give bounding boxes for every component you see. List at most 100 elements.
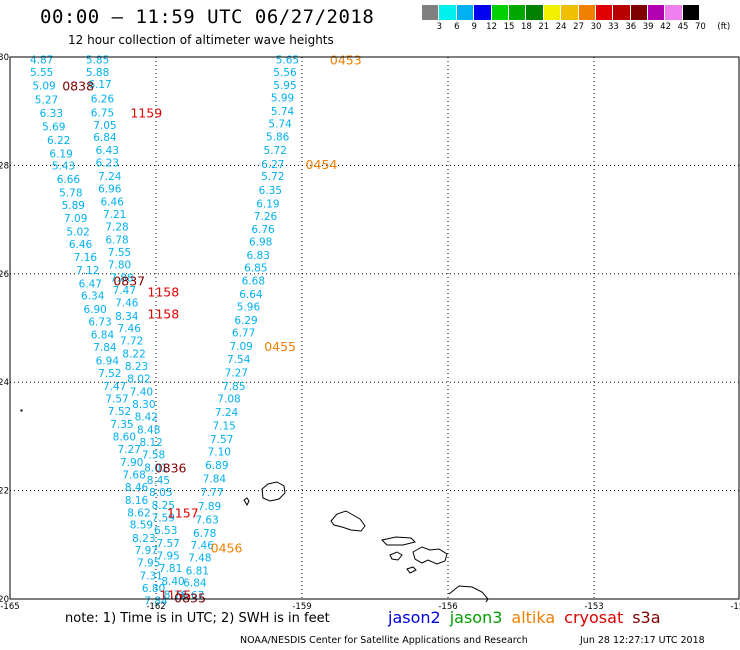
color-scale-tick: 42 — [660, 22, 672, 32]
wave-height-value: 6.77 — [232, 327, 255, 339]
pass-time-label: 0454 — [306, 157, 338, 172]
color-swatch — [439, 5, 457, 20]
wave-height-value: 8.60 — [113, 431, 136, 443]
wave-height-value: 7.24 — [98, 171, 122, 183]
color-swatch — [595, 5, 614, 20]
color-swatch — [491, 5, 509, 20]
x-tick-label: -165 — [0, 602, 19, 612]
pass-time-label: 0455 — [264, 339, 296, 354]
color-swatch — [648, 5, 666, 20]
pass-time-label: 1158 — [147, 285, 179, 300]
wave-height-value: 5.27 — [35, 94, 58, 106]
wave-height-value: 8.05 — [149, 487, 172, 499]
wave-height-value: 6.53 — [154, 525, 177, 537]
generated-timestamp: Jun 28 12:27:17 UTC 2018 — [580, 635, 705, 646]
wave-height-value: 6.96 — [98, 184, 122, 196]
wave-height-value: 7.09 — [229, 341, 252, 353]
wave-height-value: 6.33 — [40, 108, 63, 120]
small-islet — [20, 409, 23, 412]
y-tick-label: 22 — [0, 487, 9, 497]
pass-time-label: 1157 — [167, 505, 199, 520]
wave-height-value: 6.26 — [91, 94, 115, 106]
wave-height-value: 5.72 — [264, 145, 287, 157]
color-scale-tick: 9 — [471, 22, 477, 32]
wave-height-value: 7.57 — [156, 538, 179, 550]
plot-frame — [9, 56, 740, 600]
y-tick-label: 24 — [0, 378, 9, 388]
wave-height-value: 7.54 — [227, 354, 251, 366]
wave-height-value: 5.65 — [276, 55, 299, 67]
wave-height-value: 7.57 — [105, 393, 128, 405]
y-tick-label: 20 — [0, 595, 9, 605]
wave-height-value: 6.84 — [93, 132, 117, 144]
wave-height-value: 6.73 — [88, 316, 111, 328]
wave-height-value: 7.72 — [120, 335, 143, 347]
wave-height-value: 7.15 — [212, 421, 235, 433]
wave-height-value: 5.85 — [86, 55, 109, 67]
wave-height-value: 7.16 — [74, 252, 98, 264]
color-scale-tick: 21 — [538, 22, 550, 32]
wave-height-value: 6.46 — [101, 197, 125, 209]
wave-height-value: 8.48 — [137, 424, 160, 436]
chart-subtitle: 12 hour collection of altimeter wave hei… — [68, 33, 334, 47]
wave-height-value: 5.55 — [30, 67, 53, 79]
color-scale-tick: 18 — [520, 22, 532, 32]
wave-height-value: 6.19 — [256, 198, 279, 210]
wave-height-value: 6.98 — [249, 236, 272, 248]
color-scale-ticks: 3 6 9 12 15 18 21 24 27 30 33 36 39 42 45 70 (ft) — [422, 22, 740, 34]
wave-height-value: 7.77 — [200, 487, 223, 499]
wave-height-value: 6.94 — [96, 356, 120, 368]
pass-time-label: 0836 — [155, 460, 187, 475]
wave-height-value: 6.76 — [251, 224, 275, 236]
wave-height-value: 6.78 — [105, 235, 128, 247]
axis-layer: -165 -162 -159 -156 -153 -150 20 22 24 26 28 30 — [0, 53, 740, 612]
wave-height-value: 7.84 — [203, 474, 227, 486]
wave-height-value: 7.63 — [195, 514, 218, 526]
wave-height-value: 7.55 — [108, 247, 131, 259]
wave-height-value: 5.89 — [62, 200, 85, 212]
wave-height-value: 7.09 — [64, 213, 87, 225]
wave-height-value: 6.80 — [142, 583, 165, 595]
wave-height-value: 6.85 — [244, 262, 267, 274]
niihau-island — [243, 497, 250, 507]
wave-height-value: 7.24 — [215, 407, 239, 419]
wave-height-value: 6.43 — [96, 145, 119, 157]
wave-height-value: 8.59 — [130, 520, 153, 532]
wave-height-value: 7.47 — [113, 285, 136, 297]
hawaii-island — [448, 585, 489, 603]
wave-height-value: 4.87 — [30, 55, 53, 67]
wave-height-value: 7.97 — [135, 545, 158, 557]
color-scale-tick: (ft) — [717, 22, 731, 32]
color-scale-tick: 36 — [625, 22, 637, 32]
footer-note: note: 1) Time is in UTC; 2) SWH is in fe… — [65, 611, 330, 626]
grid-layer — [10, 57, 740, 599]
wave-height-value: 5.56 — [273, 67, 297, 79]
wave-height-value: 6.17 — [88, 79, 111, 91]
wave-height-value: 7.08 — [217, 393, 240, 405]
wave-height-value: 6.84 — [183, 578, 207, 590]
oahu-island — [330, 510, 366, 532]
data-layer: 4.875.555.095.276.335.696.226.195.436.66… — [30, 55, 299, 608]
wave-height-value: 7.26 — [254, 211, 278, 223]
wave-height-value: 6.81 — [186, 565, 209, 577]
wave-height-value: 7.80 — [108, 260, 131, 272]
wave-height-value: 7.27 — [118, 444, 141, 456]
wave-height-value: 7.48 — [188, 552, 211, 564]
wave-height-value: 8.40 — [161, 576, 184, 588]
wave-height-value: 7.21 — [103, 209, 126, 221]
x-tick-label: -159 — [292, 602, 311, 612]
wave-height-value: 7.95 — [137, 558, 160, 570]
color-scale-tick: 3 — [436, 22, 443, 32]
wave-height-value: 8.45 — [147, 475, 170, 487]
y-tick-label: 28 — [0, 161, 9, 171]
wave-height-value: 7.57 — [210, 434, 233, 446]
color-swatch — [508, 5, 527, 20]
y-tick-label: 26 — [0, 270, 9, 280]
kauai-island — [261, 481, 286, 502]
wave-height-value: 7.84 — [93, 342, 117, 354]
x-tick-label: -162 — [146, 602, 165, 612]
color-swatch — [526, 5, 544, 20]
wave-height-value: 6.89 — [205, 460, 228, 472]
wave-height-value: 7.81 — [159, 563, 182, 575]
color-scale-tick: 27 — [573, 22, 585, 32]
